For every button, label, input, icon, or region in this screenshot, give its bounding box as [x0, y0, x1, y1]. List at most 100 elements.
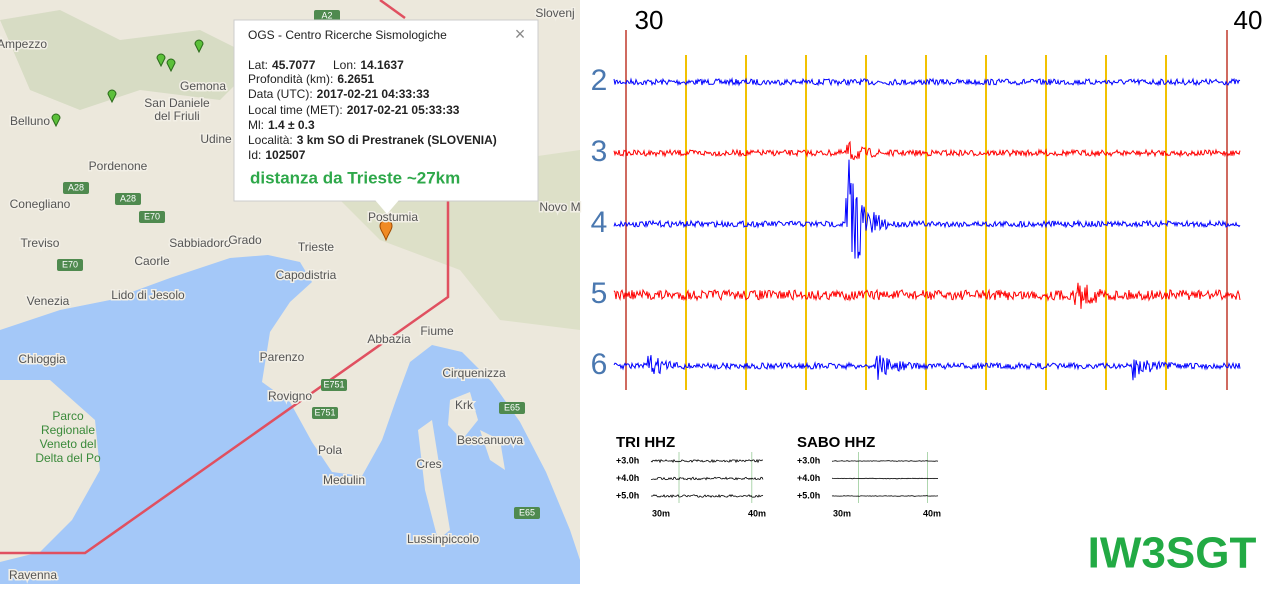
road-shield: [514, 507, 540, 519]
row-label: 3: [591, 135, 608, 168]
park-label: Regionale: [41, 423, 95, 437]
popup-field: Data (UTC): 2017-02-21 04:33:33: [248, 87, 430, 101]
map-label: Novo M: [539, 200, 580, 214]
road-label: E70: [144, 211, 160, 221]
field-label: Id:: [248, 148, 261, 162]
station-trace: [650, 493, 764, 499]
field-label: Profondità (km):: [248, 72, 333, 86]
road-label: A28: [120, 193, 136, 203]
station-row-label: +5.0h: [616, 490, 639, 500]
park-label: Delta del Po: [35, 451, 101, 465]
field-value: 45.7077: [272, 58, 316, 72]
field-value: 14.1637: [360, 58, 404, 72]
popup-box: [233, 19, 539, 202]
map-label: Rovigno: [268, 389, 312, 403]
popup: OGS - Centro Ricerche Sismologiche × dis…: [233, 19, 539, 214]
islands: [418, 392, 505, 540]
map-label: Capodistria: [276, 268, 337, 282]
map-label: Postumia: [368, 210, 418, 224]
road-shield: [57, 259, 83, 271]
road-shield: [139, 211, 165, 223]
map-label: Fiume: [420, 324, 454, 338]
border: [379, 0, 406, 20]
station-row-label: +5.0h: [797, 490, 820, 500]
station-row-label: +3.0h: [797, 455, 820, 465]
station-trace: [831, 495, 939, 497]
map-label: Treviso: [21, 236, 60, 250]
field-label: Local time (MET):: [248, 103, 343, 117]
road-shield: [63, 182, 89, 194]
station-name: TRI HHZ: [616, 434, 675, 451]
station-pin: [166, 58, 176, 73]
road-label: E751: [323, 379, 344, 389]
road-shield: [115, 193, 141, 205]
map-label: Slovenj: [535, 6, 574, 20]
station-name: SABO HHZ: [797, 434, 875, 451]
map-label: Lussinpiccolo: [407, 532, 479, 546]
trace: [613, 282, 1241, 309]
station-trace: [650, 458, 764, 464]
road-shield: [321, 379, 347, 391]
field-value: 2017-02-21 05:33:33: [347, 103, 460, 117]
station-row-label: +3.0h: [616, 455, 639, 465]
station-row-label: +4.0h: [797, 473, 820, 483]
road-shield: [312, 407, 338, 419]
x-start: 30m: [833, 508, 851, 518]
field-value: 3 km SO di Prestranek (SLOVENIA): [297, 133, 497, 147]
border: [0, 190, 450, 555]
station-trace: [831, 460, 939, 462]
map-label: Pola: [318, 443, 342, 457]
popup-title: OGS - Centro Ricerche Sismologiche: [248, 28, 447, 42]
map-label: Krk: [455, 398, 474, 412]
close-button[interactable]: ×: [515, 24, 526, 44]
popup-field: Local time (MET): 2017-02-21 05:33:33: [248, 103, 460, 117]
road-shield: [499, 402, 525, 414]
road-label: E65: [519, 507, 535, 517]
field-value: 6.2651: [337, 72, 374, 86]
field-label: Località:: [248, 133, 293, 147]
axis-start: 30: [635, 5, 664, 35]
road-label: E70: [62, 259, 78, 269]
map-label: Ampezzo: [0, 37, 47, 51]
map-label: Trieste: [298, 240, 335, 254]
station-pin: [107, 89, 117, 104]
distance-note: distanza da Trieste ~27km: [250, 168, 460, 187]
x-end: 40m: [923, 508, 941, 518]
row-label: 2: [591, 64, 608, 97]
popup-field: Id: 102507: [248, 148, 306, 162]
map-label: Gemona: [180, 79, 226, 93]
popup-field: Lon: 14.1637: [333, 58, 404, 72]
map-label: Belluno: [10, 114, 50, 128]
axis-end: 40: [1234, 5, 1263, 35]
map-label: Pordenone: [89, 159, 148, 173]
field-label: Data (UTC):: [248, 87, 313, 101]
station-row-label: +4.0h: [616, 473, 639, 483]
stations-pins: [51, 39, 204, 128]
map-label: Cirquenizza: [442, 366, 506, 380]
popup-field: Lat: 45.7077: [248, 58, 316, 72]
popup-tail: [375, 200, 399, 214]
road-label: A28: [68, 182, 84, 192]
popup-field: Località: 3 km SO di Prestranek (SLOVENIA…: [248, 133, 497, 147]
map-label: Caorle: [134, 254, 170, 268]
field-label: Ml:: [248, 118, 264, 132]
po-delta: [0, 380, 100, 562]
map-label: Abbazia: [367, 332, 411, 346]
callsign: IW3SGT: [1088, 529, 1257, 578]
map-label: Sabbiadoro: [169, 236, 231, 250]
road-label: E65: [504, 402, 520, 412]
park-label: Veneto del: [40, 437, 97, 451]
map-label: Conegliano: [10, 197, 71, 211]
map-label: Ravenna: [9, 568, 57, 582]
row-label: 4: [591, 206, 608, 239]
field-label: Lon:: [333, 58, 356, 72]
map-label: San Daniele: [144, 96, 210, 110]
trace: [613, 159, 1241, 259]
epicenter: [379, 219, 393, 242]
map-label: Parenzo: [260, 350, 305, 364]
row-label: 5: [591, 277, 608, 310]
park-label: Parco: [52, 409, 84, 423]
map-label: Bescanuova: [457, 433, 523, 447]
field-label: Lat:: [248, 58, 268, 72]
road-label: E751: [314, 407, 335, 417]
